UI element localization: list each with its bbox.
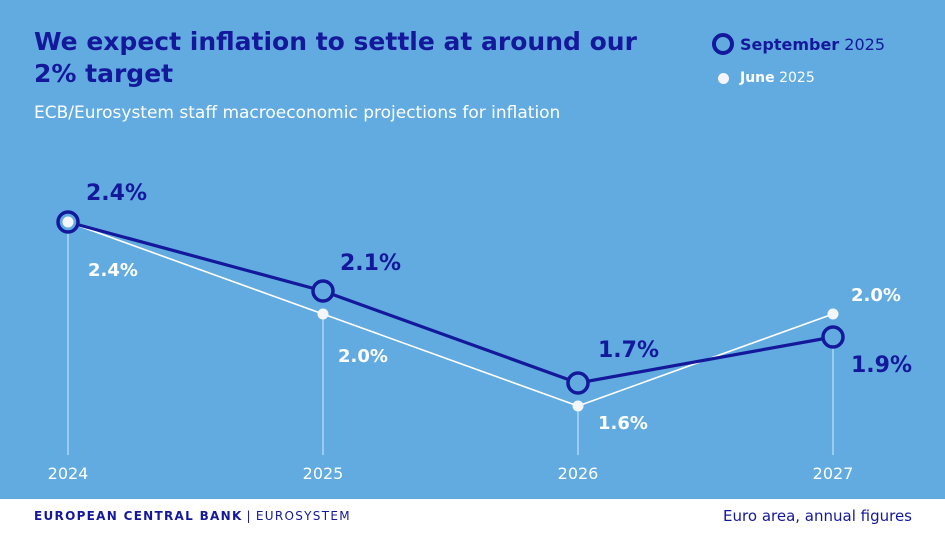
- data-label-september-2027: 1.9%: [851, 353, 912, 378]
- point-june-2025: [317, 308, 329, 320]
- legend-label-june: June 2025: [740, 70, 815, 86]
- footer-note: Euro area, annual figures: [723, 507, 912, 525]
- footer-eurosystem: EUROSYSTEM: [255, 509, 351, 523]
- legend-label-september-bold: September: [740, 34, 840, 54]
- footer: EUROPEAN CENTRAL BANK | EUROSYSTEM Euro ar…: [0, 499, 945, 533]
- series-line-september: [67, 220, 834, 385]
- line-chart: 2024 2025 2026 2027 2.4% 2.1% 1.7% 1.9% 2.4% 2.0%…: [48, 181, 912, 483]
- data-label-june-2024: 2.4%: [88, 260, 138, 281]
- legend-label-june-rest: 2025: [774, 70, 815, 86]
- x-tick-label-2024: 2024: [48, 464, 89, 483]
- point-june-2024: [62, 216, 74, 228]
- footer-brand: EUROPEAN CENTRAL BANK | EUROSYSTEM: [34, 509, 351, 523]
- data-label-september-2025: 2.1%: [340, 251, 401, 276]
- point-june-2027: [827, 308, 839, 320]
- data-label-september-2026: 1.7%: [598, 338, 659, 363]
- legend-label-june-bold: June: [740, 70, 775, 86]
- legend-label-september: September 2025: [740, 35, 885, 54]
- legend-label-september-rest: 2025: [839, 34, 886, 54]
- footer-separator: |: [246, 509, 252, 523]
- data-label-june-2026: 1.6%: [598, 413, 648, 434]
- data-label-june-2025: 2.0%: [338, 346, 388, 367]
- x-tick-label-2025: 2025: [303, 464, 344, 483]
- point-september-2027: [821, 325, 845, 349]
- point-june-2026: [572, 400, 584, 412]
- point-september-2025: [311, 279, 335, 303]
- data-label-june-2027: 2.0%: [851, 285, 901, 306]
- legend-item-september: September 2025: [706, 30, 936, 58]
- data-label-september-2024: 2.4%: [86, 181, 147, 206]
- x-tick-label-2026: 2026: [558, 464, 599, 483]
- chart-title: We expect inflation to settle at around …: [34, 27, 637, 88]
- series-line-june: [67, 221, 834, 407]
- legend-marker-september: [706, 33, 740, 55]
- chart-subtitle: ECB/Eurosystem staff macroeconomic proje…: [34, 103, 561, 123]
- point-september-2026: [566, 371, 590, 395]
- legend-item-june: June 2025: [706, 64, 936, 92]
- x-tick-label-2027: 2027: [813, 464, 854, 483]
- legend-marker-june: [706, 72, 740, 84]
- legend: September 2025 June 2025: [706, 30, 936, 92]
- footer-bank-name: EUROPEAN CENTRAL BANK: [34, 509, 243, 523]
